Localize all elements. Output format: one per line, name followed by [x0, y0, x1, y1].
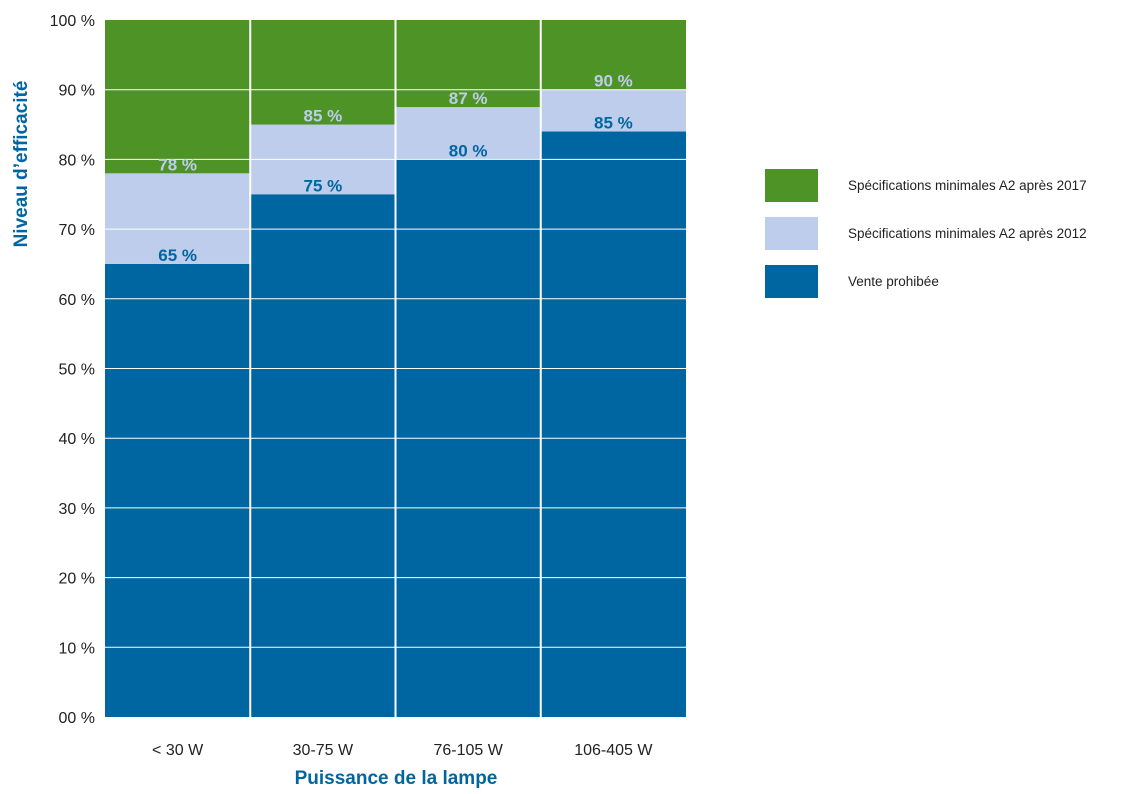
y-tick-label: 80 %: [59, 152, 95, 169]
legend-item-2017: Spécifications minimales A2 après 2017: [765, 169, 1087, 202]
x-tick-label: 30-75 W: [293, 742, 354, 759]
legend-label-prohibited: Vente prohibée: [848, 274, 939, 289]
y-tick-label: 30 %: [59, 501, 95, 518]
bar-min-2012-2: [395, 107, 541, 160]
data-label-min-2012: 90 %: [594, 72, 633, 91]
legend-item-prohibited: Vente prohibée: [765, 265, 1087, 298]
bar-min-2017-1: [250, 20, 396, 125]
data-label-min-2012: 78 %: [158, 155, 197, 174]
bar-min-2012-3: [540, 89, 686, 132]
data-label-min-2012: 85 %: [304, 107, 343, 126]
data-label-prohibited: 65 %: [158, 246, 197, 265]
bar-min-2012-0: [105, 173, 251, 264]
bar-min-2017-2: [395, 20, 541, 108]
bar-min-2017-3: [540, 20, 686, 90]
data-label-min-2012: 87 %: [449, 89, 488, 108]
bar-prohibited-3: [540, 131, 686, 717]
data-labels: 65 % 75 % 80 % 85 % 78 % 85 % 87 % 90 %: [158, 72, 633, 265]
y-tick-labels: 00 % 10 % 20 % 30 % 40 % 50 % 60 % 70 % 80 % 90 %…: [50, 13, 95, 727]
y-axis-title: Niveau d’efficacité: [11, 81, 32, 248]
y-tick-label: 00 %: [59, 710, 95, 727]
legend-label-2012: Spécifications minimales A2 après 2012: [848, 226, 1087, 241]
legend-swatch-2017: [765, 169, 818, 202]
x-tick-label: 106-405 W: [574, 742, 653, 759]
x-tick-label: < 30 W: [152, 742, 204, 759]
legend-label-2017: Spécifications minimales A2 après 2017: [848, 178, 1087, 193]
x-tick-label: 76-105 W: [433, 742, 503, 759]
legend-item-2012: Spécifications minimales A2 après 2012: [765, 217, 1087, 250]
y-tick-label: 70 %: [59, 222, 95, 239]
bar-min-2017-0: [105, 20, 251, 174]
data-label-prohibited: 80 %: [449, 141, 488, 160]
x-axis-title: Puissance de la lampe: [295, 768, 498, 789]
y-tick-label: 20 %: [59, 571, 95, 588]
y-tick-label: 50 %: [59, 362, 95, 379]
y-tick-label: 60 %: [59, 292, 95, 309]
data-label-prohibited: 75 %: [304, 176, 343, 195]
bar-prohibited-1: [250, 194, 396, 717]
y-tick-label: 10 %: [59, 640, 95, 657]
y-tick-label: 100 %: [50, 13, 95, 30]
x-tick-labels: < 30 W 30-75 W 76-105 W 106-405 W: [152, 742, 653, 759]
y-tick-label: 90 %: [59, 83, 95, 100]
legend: Spécifications minimales A2 après 2017 S…: [765, 169, 1087, 313]
bar-prohibited-0: [105, 263, 251, 717]
legend-swatch-2012: [765, 217, 818, 250]
legend-swatch-prohibited: [765, 265, 818, 298]
gridlines: [105, 20, 686, 717]
y-tick-label: 40 %: [59, 431, 95, 448]
data-label-prohibited: 85 %: [594, 114, 633, 133]
